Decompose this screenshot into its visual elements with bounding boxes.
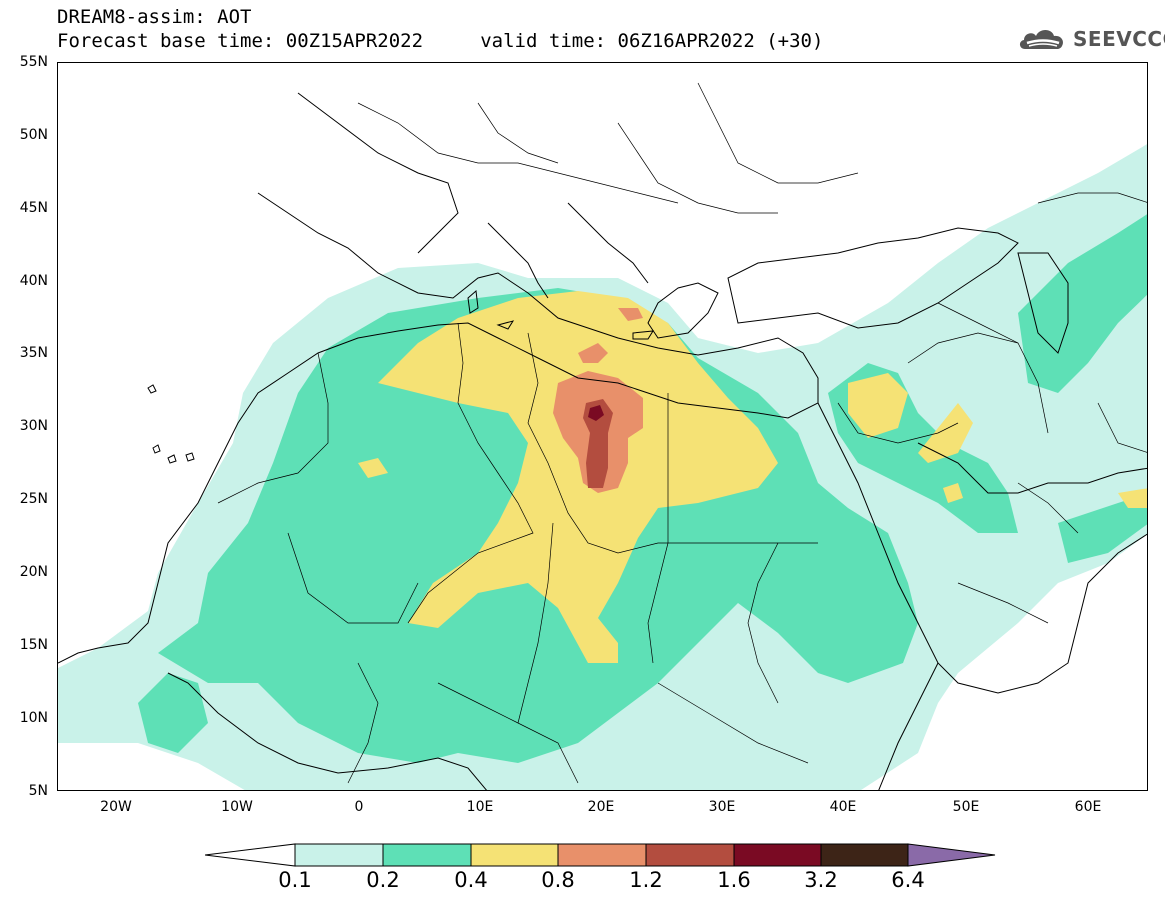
colorbar-label-0.2: 0.2 bbox=[366, 868, 400, 892]
aot-contour-1.6 bbox=[588, 405, 604, 421]
coastlines bbox=[58, 92, 1147, 790]
lat-label-15n: 15N bbox=[19, 637, 48, 653]
colorbar-bin-4 bbox=[645, 843, 735, 867]
lon-label-30e: 30E bbox=[708, 799, 736, 815]
lat-label-50n: 50N bbox=[19, 127, 48, 143]
colorbar-bin-3 bbox=[557, 843, 647, 867]
colorbar-label-6.4: 6.4 bbox=[891, 868, 925, 892]
colorbar-bin-0 bbox=[294, 843, 384, 867]
colorbar-under-arrow bbox=[205, 843, 296, 867]
islands bbox=[147, 289, 654, 464]
lon-label-40e: 40E bbox=[829, 799, 857, 815]
lat-label-35n: 35N bbox=[19, 345, 48, 361]
lat-label-30n: 30N bbox=[19, 418, 48, 434]
lon-label-60e: 60E bbox=[1074, 799, 1102, 815]
colorbar bbox=[205, 843, 996, 867]
lat-label-20n: 20N bbox=[19, 564, 48, 580]
lat-label-10n: 10N bbox=[19, 710, 48, 726]
lon-label-50e: 50E bbox=[952, 799, 980, 815]
lon-label-0: 0 bbox=[354, 799, 364, 815]
aot-map bbox=[58, 82, 1147, 790]
lat-label-55n: 55N bbox=[19, 54, 48, 70]
colorbar-label-0.8: 0.8 bbox=[541, 868, 575, 892]
seevccc-logo: SEEVCCC bbox=[1017, 24, 1165, 54]
map-area bbox=[57, 62, 1148, 791]
colorbar-label-1.6: 1.6 bbox=[717, 868, 751, 892]
colorbar-label-0.4: 0.4 bbox=[454, 868, 488, 892]
lat-label-5n: 5N bbox=[28, 783, 48, 799]
cloud-icon bbox=[1019, 30, 1064, 49]
colorbar-label-0.1: 0.1 bbox=[278, 868, 312, 892]
colorbar-bin-1 bbox=[382, 843, 472, 867]
aot-contour-0.4 bbox=[358, 291, 1147, 663]
logo-text: SEEVCCC bbox=[1073, 27, 1165, 51]
aot-contour-1.2 bbox=[583, 399, 613, 488]
colorbar-over-arrow bbox=[907, 843, 996, 867]
colorbar-label-1.2: 1.2 bbox=[629, 868, 663, 892]
colorbar-bin-5 bbox=[733, 843, 822, 867]
colorbar-bin-6 bbox=[820, 843, 909, 867]
lon-label-10w: 10W bbox=[221, 799, 253, 815]
colorbar-label-3.2: 3.2 bbox=[804, 868, 838, 892]
lon-label-20w: 20W bbox=[100, 799, 132, 815]
chart-title: DREAM8-assim: AOT bbox=[57, 6, 252, 28]
colorbar-bin-2 bbox=[470, 843, 559, 867]
lon-label-20e: 20E bbox=[587, 799, 615, 815]
lon-label-10e: 10E bbox=[466, 799, 494, 815]
chart-subtitle-times: Forecast base time: 00Z15APR2022 valid t… bbox=[57, 30, 824, 52]
lat-label-25n: 25N bbox=[19, 491, 48, 507]
lat-label-40n: 40N bbox=[19, 273, 48, 289]
country-borders bbox=[217, 82, 1147, 784]
lat-label-45n: 45N bbox=[19, 200, 48, 216]
